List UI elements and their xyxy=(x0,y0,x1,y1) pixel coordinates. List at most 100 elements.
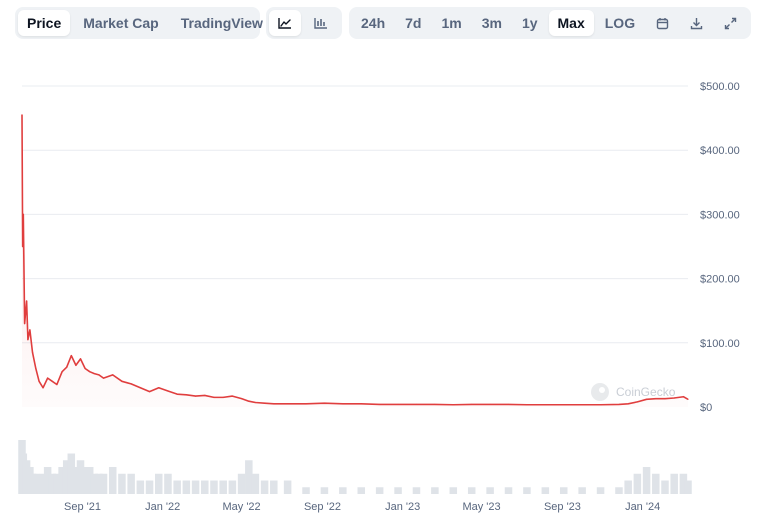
volume-bar xyxy=(53,473,61,494)
y-tick-label: $0 xyxy=(700,402,712,414)
range-3m[interactable]: 3m xyxy=(481,15,502,31)
price-point xyxy=(22,213,24,215)
x-tick-label: Sep '23 xyxy=(544,501,581,513)
volume-bar xyxy=(85,467,94,494)
x-axis: Sep '21 Jan '22 May '22 Sep '22 Jan '23 May '… xyxy=(64,501,660,513)
volume-bar xyxy=(467,487,476,494)
price-point xyxy=(645,398,648,400)
price-point xyxy=(112,374,114,376)
range-7d[interactable]: 7d xyxy=(405,15,422,31)
x-tick-label: May '22 xyxy=(222,501,260,513)
y-tick-label: $300.00 xyxy=(700,209,740,221)
price-point xyxy=(489,403,491,406)
volume-bar xyxy=(245,460,253,494)
price-point xyxy=(167,390,169,392)
price-point xyxy=(51,380,53,382)
coingecko-logo-eye xyxy=(599,387,605,393)
price-point xyxy=(673,397,675,399)
volume-bar xyxy=(219,480,227,494)
y-tick-label: $100.00 xyxy=(700,338,740,350)
price-point xyxy=(22,245,24,248)
calendar-button[interactable] xyxy=(646,10,678,36)
volume-bar xyxy=(541,487,550,494)
tab-price[interactable]: Price xyxy=(18,10,71,36)
calendar-icon xyxy=(656,17,668,29)
expand-icon xyxy=(724,17,736,29)
chart-view-toggle xyxy=(266,7,342,39)
volume-bar xyxy=(559,487,568,494)
volume-bar xyxy=(35,480,43,494)
range-1y[interactable]: 1y xyxy=(521,15,538,31)
price-point xyxy=(89,371,91,373)
range-24h[interactable]: 24h xyxy=(361,15,386,31)
volume-bar xyxy=(210,480,218,494)
price-point xyxy=(185,394,187,396)
tab-market-cap[interactable]: Market Cap xyxy=(83,15,159,31)
volume-bars xyxy=(18,440,692,494)
volume-bar xyxy=(578,487,586,494)
price-point xyxy=(254,401,256,404)
price-point xyxy=(687,398,689,400)
price-point xyxy=(655,398,657,400)
tab-tradingview[interactable]: TradingView xyxy=(180,15,263,31)
download-button[interactable] xyxy=(680,10,712,36)
volume-bar xyxy=(596,487,605,494)
candlestick-chart-button[interactable] xyxy=(305,10,337,36)
volume-bar xyxy=(118,473,126,494)
volume-bar xyxy=(486,487,494,494)
price-point xyxy=(287,403,289,405)
price-point xyxy=(139,387,141,389)
price-point xyxy=(264,402,266,404)
price-point xyxy=(627,403,629,405)
volume-bar xyxy=(394,487,402,494)
line-chart-icon xyxy=(278,18,291,29)
volume-bar xyxy=(154,473,163,494)
volume-bar xyxy=(633,473,642,494)
price-point xyxy=(38,380,40,382)
volume-bar xyxy=(615,487,623,494)
y-axis: $0 $100.00 $200.00 $300.00 $400.00 $500.00 xyxy=(700,81,740,414)
volume-bar xyxy=(679,473,688,494)
candlestick-chart-icon xyxy=(314,18,327,29)
volume-bar xyxy=(357,487,366,494)
price-area xyxy=(22,114,688,407)
volume-bar xyxy=(684,480,692,494)
x-tick-label: Sep '22 xyxy=(304,501,341,513)
log-scale-toggle[interactable]: LOG xyxy=(604,15,636,31)
price-point xyxy=(148,390,151,393)
price-series xyxy=(21,114,689,407)
range-max[interactable]: Max xyxy=(548,10,594,36)
chart-type-tabs: Price Market Cap TradingView xyxy=(15,7,263,39)
price-point xyxy=(581,404,583,406)
chart-toolbar: Price Market Cap TradingView 24h 7d 1m 3… xyxy=(0,7,758,39)
volume-bar xyxy=(67,453,76,494)
volume-bar xyxy=(72,467,80,494)
price-point xyxy=(24,322,26,325)
x-tick-label: Jan '23 xyxy=(385,501,420,513)
volume-bar xyxy=(62,460,71,494)
price-point xyxy=(397,403,399,406)
volume-bar xyxy=(624,480,632,494)
volume-bar xyxy=(670,473,678,494)
fullscreen-button[interactable] xyxy=(714,10,746,36)
line-chart-button[interactable] xyxy=(269,10,301,36)
y-tick-label: $500.00 xyxy=(700,81,740,93)
volume-bar xyxy=(228,480,237,494)
price-point xyxy=(194,395,197,397)
price-point xyxy=(323,402,326,404)
volume-bar xyxy=(127,473,135,494)
volume-bar xyxy=(251,473,260,494)
volume-bar xyxy=(449,487,458,494)
price-point xyxy=(248,400,250,402)
volume-bar xyxy=(58,467,66,494)
price-point xyxy=(102,377,105,379)
volume-bar xyxy=(191,480,200,494)
range-1m[interactable]: 1m xyxy=(441,15,462,31)
price-point xyxy=(415,403,418,406)
price-point xyxy=(66,366,68,368)
price-point xyxy=(273,403,275,405)
volume-bar xyxy=(652,473,660,494)
price-point xyxy=(222,396,224,398)
price-point xyxy=(204,394,206,397)
